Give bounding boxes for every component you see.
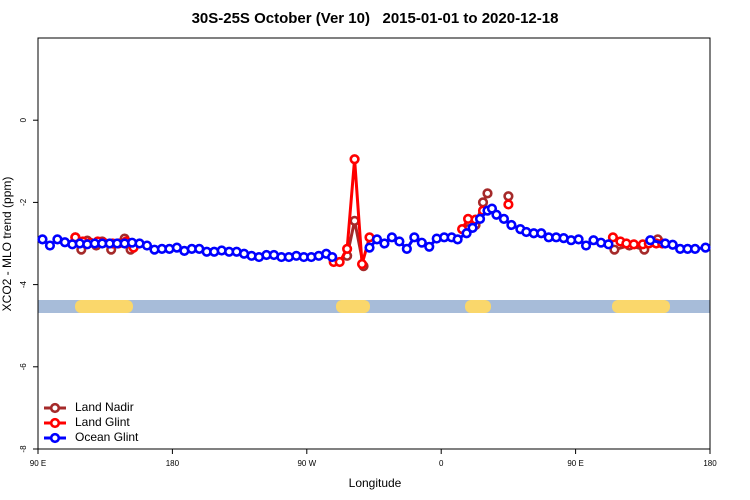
y-tick-label: -2 [19, 198, 28, 206]
data-point [467, 222, 478, 233]
data-point [607, 232, 619, 243]
data-point [424, 241, 435, 252]
legend-label: Land Nadir [75, 400, 134, 414]
data-point [491, 209, 502, 220]
x-tick-label: 90 E [567, 459, 583, 468]
y-tick-label: 0 [19, 117, 28, 122]
data-point [349, 215, 360, 226]
data-point [503, 191, 514, 202]
data-point [477, 197, 489, 208]
data-point [573, 234, 584, 245]
data-point [37, 234, 48, 245]
data-point [667, 239, 678, 250]
x-tick-label: 180 [703, 459, 717, 468]
data-point [416, 237, 427, 248]
data-point [401, 243, 412, 254]
y-tick-label: -8 [19, 445, 28, 453]
data-point [689, 243, 701, 254]
surface-band [38, 300, 710, 313]
data-point [603, 239, 614, 250]
y-tick-label: -6 [19, 363, 28, 371]
data-point [498, 213, 510, 224]
data-point [474, 213, 486, 224]
data-point [409, 232, 420, 243]
chart-title: 30S-25S October (Ver 10) 2015-01-01 to 2… [192, 10, 559, 27]
plot-frame [37, 37, 711, 450]
x-tick-label: 90 W [297, 459, 316, 468]
data-point [342, 243, 353, 254]
data-point [503, 199, 514, 210]
x-axis-label: Longitude [349, 476, 402, 490]
data-point [506, 219, 517, 231]
legend-marker [49, 417, 61, 429]
data-point [700, 242, 711, 253]
land-band [75, 300, 133, 313]
data-point [645, 235, 656, 246]
land-band [612, 300, 670, 313]
data-point [580, 240, 592, 251]
data-point [371, 234, 383, 245]
y-axis-label: XCO2 - MLO trend (ppm) [0, 177, 14, 312]
data-point [536, 228, 547, 239]
data-point [44, 240, 56, 251]
data-point [349, 154, 360, 165]
legend-marker [49, 402, 61, 414]
legend-label: Ocean Glint [75, 430, 139, 444]
x-tick-label: 90 E [30, 459, 46, 468]
x-tick-label: 180 [166, 459, 180, 468]
data-point [327, 251, 338, 263]
data-point [356, 258, 368, 270]
legend-label: Land Glint [75, 415, 130, 429]
data-point [386, 232, 398, 243]
ocean-band [38, 300, 710, 313]
data-point [628, 239, 639, 250]
legend-marker [49, 432, 61, 444]
land-band [336, 300, 370, 313]
y-tick-label: -4 [19, 280, 28, 288]
x-tick-label: 0 [439, 459, 444, 468]
data-point [609, 244, 620, 255]
data-point [364, 242, 375, 253]
data-point [379, 238, 390, 249]
data-point [394, 236, 405, 247]
data-point [461, 228, 472, 239]
data-point [141, 240, 153, 251]
data-point [482, 188, 493, 199]
land-band [465, 300, 491, 313]
data-point [452, 234, 463, 245]
data-point [334, 256, 345, 268]
